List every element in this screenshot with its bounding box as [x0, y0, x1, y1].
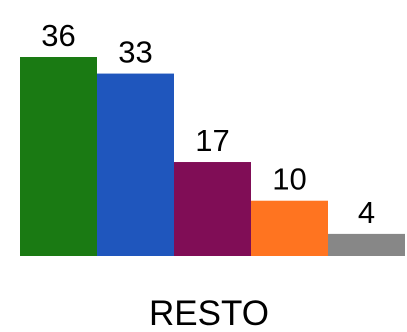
bar-5	[328, 233, 405, 256]
data-label-1: 36	[41, 18, 75, 53]
bar-3	[174, 162, 251, 256]
data-label-group: 36 33 17 10 4	[41, 18, 375, 230]
bar-2	[97, 73, 174, 256]
data-label-2: 33	[118, 35, 152, 70]
data-label-4: 10	[272, 162, 306, 197]
bar-1	[20, 57, 97, 256]
data-label-5: 4	[358, 195, 375, 230]
category-label: RESTO	[149, 294, 269, 332]
bar-group	[20, 57, 405, 256]
data-label-3: 17	[195, 123, 229, 158]
bar-4	[251, 200, 328, 256]
